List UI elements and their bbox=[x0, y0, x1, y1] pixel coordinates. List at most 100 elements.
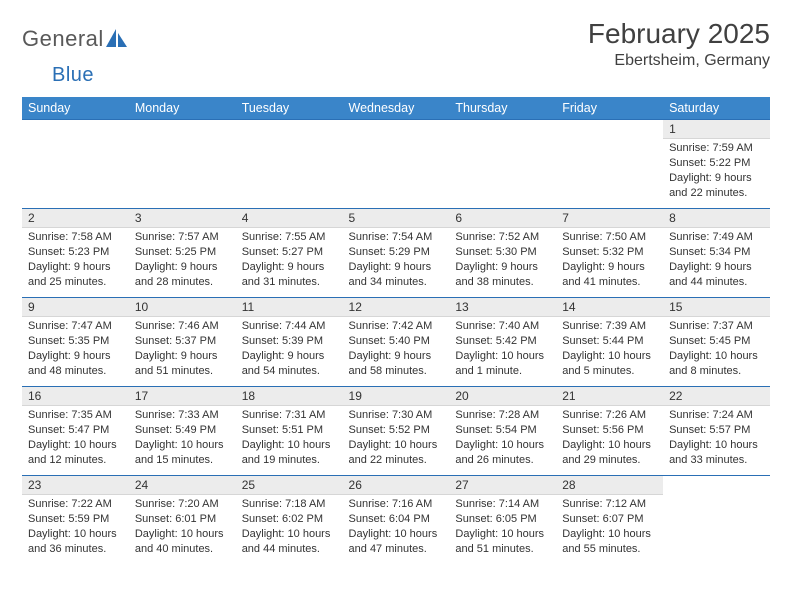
sunrise-line: Sunrise: 7:49 AM bbox=[669, 230, 764, 245]
sunrise-line: Sunrise: 7:12 AM bbox=[562, 497, 657, 512]
sunset-line: Sunset: 5:47 PM bbox=[28, 423, 123, 438]
weekday-monday: Monday bbox=[129, 97, 236, 120]
daylight-line: Daylight: 10 hours and 33 minutes. bbox=[669, 438, 764, 468]
location-label: Ebertsheim, Germany bbox=[588, 52, 770, 70]
calendar-body: 1Sunrise: 7:59 AMSunset: 5:22 PMDaylight… bbox=[22, 120, 770, 565]
day-cell: Sunrise: 7:54 AMSunset: 5:29 PMDaylight:… bbox=[343, 228, 450, 298]
sunset-line: Sunset: 5:30 PM bbox=[455, 245, 550, 260]
sunset-line: Sunset: 5:22 PM bbox=[669, 156, 764, 171]
empty-cell bbox=[22, 139, 129, 209]
day-number: 10 bbox=[129, 298, 236, 317]
day-cell: Sunrise: 7:55 AMSunset: 5:27 PMDaylight:… bbox=[236, 228, 343, 298]
content-row: Sunrise: 7:47 AMSunset: 5:35 PMDaylight:… bbox=[22, 317, 770, 387]
day-number: 14 bbox=[556, 298, 663, 317]
sunrise-line: Sunrise: 7:26 AM bbox=[562, 408, 657, 423]
day-number: 20 bbox=[449, 387, 556, 406]
day-cell: Sunrise: 7:16 AMSunset: 6:04 PMDaylight:… bbox=[343, 495, 450, 565]
sunset-line: Sunset: 5:29 PM bbox=[349, 245, 444, 260]
calendar-table: Sunday Monday Tuesday Wednesday Thursday… bbox=[22, 97, 770, 565]
day-cell: Sunrise: 7:20 AMSunset: 6:01 PMDaylight:… bbox=[129, 495, 236, 565]
day-cell: Sunrise: 7:47 AMSunset: 5:35 PMDaylight:… bbox=[22, 317, 129, 387]
day-cell: Sunrise: 7:49 AMSunset: 5:34 PMDaylight:… bbox=[663, 228, 770, 298]
sunset-line: Sunset: 5:40 PM bbox=[349, 334, 444, 349]
day-number: 16 bbox=[22, 387, 129, 406]
weekday-tuesday: Tuesday bbox=[236, 97, 343, 120]
sunset-line: Sunset: 5:32 PM bbox=[562, 245, 657, 260]
day-cell: Sunrise: 7:18 AMSunset: 6:02 PMDaylight:… bbox=[236, 495, 343, 565]
daylight-line: Daylight: 9 hours and 54 minutes. bbox=[242, 349, 337, 379]
sunrise-line: Sunrise: 7:46 AM bbox=[135, 319, 230, 334]
content-row: Sunrise: 7:59 AMSunset: 5:22 PMDaylight:… bbox=[22, 139, 770, 209]
day-cell: Sunrise: 7:30 AMSunset: 5:52 PMDaylight:… bbox=[343, 406, 450, 476]
day-cell: Sunrise: 7:44 AMSunset: 5:39 PMDaylight:… bbox=[236, 317, 343, 387]
content-row: Sunrise: 7:58 AMSunset: 5:23 PMDaylight:… bbox=[22, 228, 770, 298]
sunrise-line: Sunrise: 7:33 AM bbox=[135, 408, 230, 423]
daylight-line: Daylight: 9 hours and 41 minutes. bbox=[562, 260, 657, 290]
daylight-line: Daylight: 10 hours and 29 minutes. bbox=[562, 438, 657, 468]
daylight-line: Daylight: 10 hours and 47 minutes. bbox=[349, 527, 444, 557]
brand-logo: General bbox=[22, 18, 130, 52]
sunset-line: Sunset: 5:56 PM bbox=[562, 423, 657, 438]
empty-cell bbox=[129, 139, 236, 209]
empty-cell bbox=[663, 495, 770, 565]
day-number: 27 bbox=[449, 476, 556, 495]
sunset-line: Sunset: 5:59 PM bbox=[28, 512, 123, 527]
day-number: 2 bbox=[22, 209, 129, 228]
daylight-line: Daylight: 10 hours and 36 minutes. bbox=[28, 527, 123, 557]
sunset-line: Sunset: 6:05 PM bbox=[455, 512, 550, 527]
day-cell: Sunrise: 7:26 AMSunset: 5:56 PMDaylight:… bbox=[556, 406, 663, 476]
sunrise-line: Sunrise: 7:14 AM bbox=[455, 497, 550, 512]
daylight-line: Daylight: 9 hours and 25 minutes. bbox=[28, 260, 123, 290]
daynum-row: 232425262728 bbox=[22, 476, 770, 495]
weekday-sunday: Sunday bbox=[22, 97, 129, 120]
daylight-line: Daylight: 9 hours and 58 minutes. bbox=[349, 349, 444, 379]
weekday-thursday: Thursday bbox=[449, 97, 556, 120]
day-number: 3 bbox=[129, 209, 236, 228]
sunset-line: Sunset: 5:52 PM bbox=[349, 423, 444, 438]
brand-general: General bbox=[22, 26, 104, 52]
daylight-line: Daylight: 10 hours and 55 minutes. bbox=[562, 527, 657, 557]
daylight-line: Daylight: 10 hours and 40 minutes. bbox=[135, 527, 230, 557]
sunset-line: Sunset: 5:27 PM bbox=[242, 245, 337, 260]
sunrise-line: Sunrise: 7:50 AM bbox=[562, 230, 657, 245]
sunset-line: Sunset: 6:04 PM bbox=[349, 512, 444, 527]
sunrise-line: Sunrise: 7:16 AM bbox=[349, 497, 444, 512]
day-number: 23 bbox=[22, 476, 129, 495]
sunrise-line: Sunrise: 7:47 AM bbox=[28, 319, 123, 334]
day-number: 25 bbox=[236, 476, 343, 495]
sunrise-line: Sunrise: 7:35 AM bbox=[28, 408, 123, 423]
daylight-line: Daylight: 10 hours and 15 minutes. bbox=[135, 438, 230, 468]
daylight-line: Daylight: 9 hours and 31 minutes. bbox=[242, 260, 337, 290]
sunrise-line: Sunrise: 7:57 AM bbox=[135, 230, 230, 245]
sunrise-line: Sunrise: 7:24 AM bbox=[669, 408, 764, 423]
sunset-line: Sunset: 5:39 PM bbox=[242, 334, 337, 349]
empty-cell bbox=[556, 120, 663, 139]
sunrise-line: Sunrise: 7:54 AM bbox=[349, 230, 444, 245]
sunset-line: Sunset: 5:23 PM bbox=[28, 245, 123, 260]
day-cell: Sunrise: 7:35 AMSunset: 5:47 PMDaylight:… bbox=[22, 406, 129, 476]
day-number: 17 bbox=[129, 387, 236, 406]
daylight-line: Daylight: 10 hours and 12 minutes. bbox=[28, 438, 123, 468]
daynum-row: 2345678 bbox=[22, 209, 770, 228]
sunrise-line: Sunrise: 7:20 AM bbox=[135, 497, 230, 512]
day-cell: Sunrise: 7:42 AMSunset: 5:40 PMDaylight:… bbox=[343, 317, 450, 387]
sunset-line: Sunset: 6:02 PM bbox=[242, 512, 337, 527]
day-number: 8 bbox=[663, 209, 770, 228]
day-number: 24 bbox=[129, 476, 236, 495]
day-cell: Sunrise: 7:52 AMSunset: 5:30 PMDaylight:… bbox=[449, 228, 556, 298]
daylight-line: Daylight: 10 hours and 26 minutes. bbox=[455, 438, 550, 468]
sunset-line: Sunset: 6:07 PM bbox=[562, 512, 657, 527]
empty-cell bbox=[449, 120, 556, 139]
empty-cell bbox=[236, 120, 343, 139]
day-cell: Sunrise: 7:14 AMSunset: 6:05 PMDaylight:… bbox=[449, 495, 556, 565]
daylight-line: Daylight: 9 hours and 44 minutes. bbox=[669, 260, 764, 290]
sunset-line: Sunset: 5:42 PM bbox=[455, 334, 550, 349]
day-cell: Sunrise: 7:59 AMSunset: 5:22 PMDaylight:… bbox=[663, 139, 770, 209]
day-cell: Sunrise: 7:50 AMSunset: 5:32 PMDaylight:… bbox=[556, 228, 663, 298]
day-cell: Sunrise: 7:40 AMSunset: 5:42 PMDaylight:… bbox=[449, 317, 556, 387]
sunrise-line: Sunrise: 7:58 AM bbox=[28, 230, 123, 245]
sunset-line: Sunset: 5:34 PM bbox=[669, 245, 764, 260]
day-number: 11 bbox=[236, 298, 343, 317]
sunset-line: Sunset: 5:45 PM bbox=[669, 334, 764, 349]
sunset-line: Sunset: 5:49 PM bbox=[135, 423, 230, 438]
